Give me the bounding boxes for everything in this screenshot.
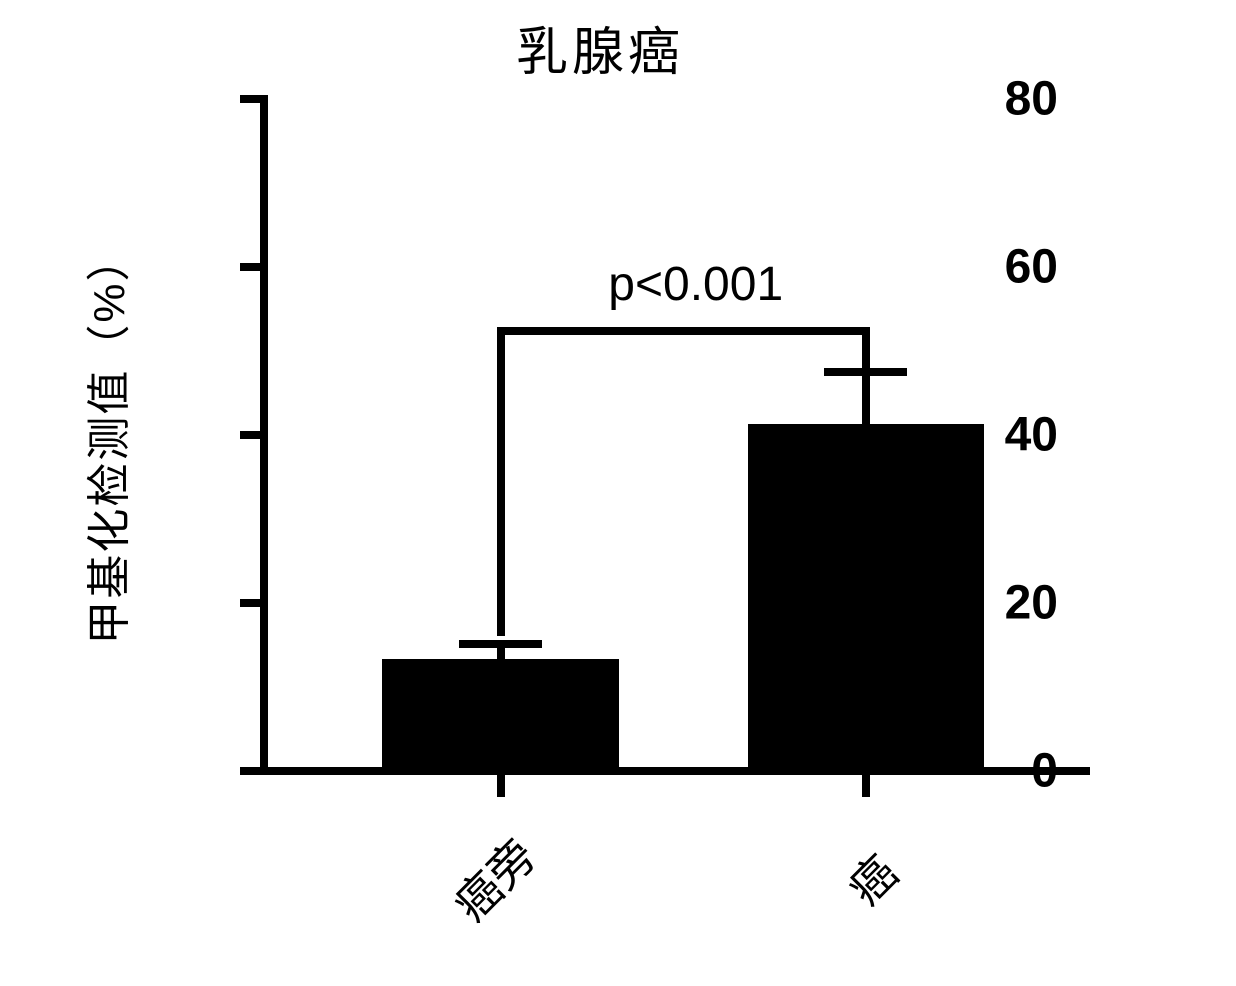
y-tick <box>240 431 260 439</box>
y-axis-label: 甲基化检测值（%） <box>73 235 137 644</box>
x-tick <box>862 775 870 797</box>
y-tick-label: 60 <box>1005 240 1058 295</box>
plot-area: 020406080癌旁癌p<0.001 <box>260 95 1090 775</box>
y-tick-label: 80 <box>1005 72 1058 127</box>
significance-bracket-drop <box>497 327 505 636</box>
y-tick <box>240 95 260 103</box>
y-tick <box>240 263 260 271</box>
y-tick <box>240 599 260 607</box>
y-tick-label: 0 <box>1031 744 1058 799</box>
chart-title: 乳腺癌 <box>50 10 1150 85</box>
y-tick-label: 40 <box>1005 408 1058 463</box>
y-axis-line <box>260 95 268 775</box>
category-label: 癌旁 <box>437 822 549 934</box>
category-label: 癌 <box>831 838 910 917</box>
p-value-label: p<0.001 <box>608 257 783 312</box>
bar-chart: 乳腺癌 甲基化检测值（%） 0 20 40 60 80 癌旁 癌 p<0.001 <box>50 10 1150 970</box>
x-axis-line <box>260 767 1090 775</box>
significance-bracket <box>497 327 870 335</box>
x-tick <box>497 775 505 797</box>
significance-bracket-drop <box>862 327 870 636</box>
bar <box>382 659 619 767</box>
y-tick-label: 20 <box>1005 576 1058 631</box>
y-tick <box>240 767 260 775</box>
error-bar-cap <box>459 640 542 648</box>
